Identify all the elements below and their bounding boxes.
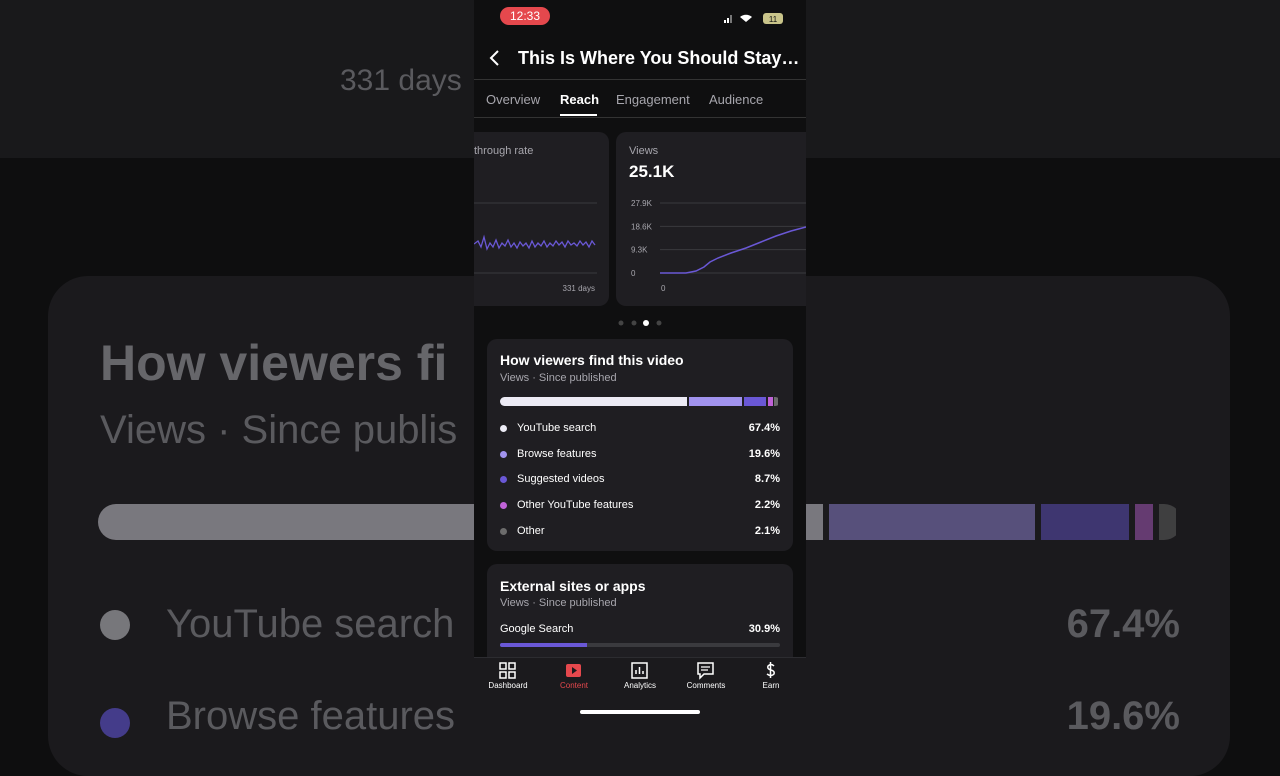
card-title: Views <box>629 145 659 157</box>
bar-segment <box>743 397 767 406</box>
external-name: Google Search <box>500 623 574 635</box>
icon <box>499 662 516 679</box>
tab-indicator <box>560 114 597 116</box>
bg-dot <box>100 610 130 640</box>
y-tick-label: 9.3K <box>631 246 648 255</box>
bg-bar-segment <box>1159 504 1176 540</box>
icon <box>766 662 775 678</box>
bg-bar-segment <box>828 504 1036 540</box>
card-title: How viewers find this video <box>500 352 684 368</box>
bg-item: Browse features <box>166 694 456 738</box>
source-value: 19.6% <box>748 447 780 460</box>
nav-icon[interactable] <box>761 661 781 681</box>
nav-icon[interactable] <box>564 661 584 681</box>
ctr-chart: 331 days <box>474 202 597 293</box>
nav-label[interactable]: Content <box>559 681 589 690</box>
nav-label[interactable]: Analytics <box>623 681 656 690</box>
source-name: Suggested videos <box>517 473 605 486</box>
legend-dot <box>500 527 507 535</box>
card-subtitle: Views · Since published <box>500 597 617 609</box>
nav-icon[interactable] <box>498 661 518 681</box>
bar-segment <box>688 397 743 406</box>
ctr-card: through rate 331 days <box>474 132 609 306</box>
legend-dot <box>500 425 507 432</box>
source-value: 2.1% <box>754 524 780 537</box>
bg-bar-segment <box>1135 504 1154 540</box>
divider <box>474 117 806 118</box>
nav-label[interactable]: Earn <box>762 681 780 690</box>
external-track <box>500 643 780 647</box>
battery: 11 <box>769 15 778 24</box>
card-title: through rate <box>474 145 534 157</box>
nav-label[interactable]: Dashboard <box>488 681 528 690</box>
nav-icon[interactable] <box>696 661 716 681</box>
nav-icon[interactable] <box>630 661 650 681</box>
traffic-card: How viewers find this video Views · Sinc… <box>487 339 793 551</box>
source-name: Other <box>517 524 545 537</box>
tab[interactable]: Audience <box>709 92 764 107</box>
external-bar <box>500 643 587 647</box>
source-value: 8.7% <box>754 473 780 486</box>
y-tick-label: 0 <box>631 269 636 278</box>
bg-dot <box>100 708 130 738</box>
card-subtitle: Views · Since published <box>500 372 617 384</box>
legend-dot <box>500 476 507 484</box>
nav-label[interactable]: Comments <box>686 681 726 690</box>
x-label: 331 days <box>563 284 595 293</box>
icon <box>631 662 648 679</box>
bg-days: 331 days <box>340 64 462 97</box>
page-dots <box>618 320 662 326</box>
source-name: Other YouTube features <box>517 499 634 512</box>
bg-item-value: 19.6% <box>1066 694 1180 738</box>
bar-segment <box>774 397 779 406</box>
tab[interactable]: Reach <box>560 92 600 107</box>
bg-subtitle: Views · Since publis <box>100 408 458 452</box>
bar-segment <box>767 397 773 406</box>
card-value: 25.1K <box>629 162 675 181</box>
external-value: 30.9% <box>748 623 780 635</box>
bg-bar-segment <box>1041 504 1130 540</box>
traffic-bar <box>500 397 780 406</box>
bar-segment <box>500 397 688 406</box>
status-time: 12:33 <box>500 7 550 25</box>
phone: 12:33 11 This Is Where You Should Stay… … <box>474 0 806 720</box>
source-name: YouTube search <box>517 422 597 434</box>
video-title: This Is Where You Should Stay… <box>518 48 800 68</box>
bg-item-value: 67.4% <box>1066 602 1180 646</box>
legend-dot <box>500 450 507 458</box>
icon <box>566 664 581 677</box>
back-button[interactable] <box>488 49 502 67</box>
x-label: 0 <box>661 284 666 293</box>
source-name: Browse features <box>517 447 597 460</box>
bg-item: YouTube search <box>166 602 455 646</box>
bg-title: How viewers fi <box>100 335 448 391</box>
icon <box>697 662 714 680</box>
tab[interactable]: Engagement <box>616 92 690 107</box>
status-icons: 11 <box>724 13 783 24</box>
y-tick-label: 27.9K <box>631 199 653 208</box>
legend-dot <box>500 502 507 510</box>
views-card: Views 25.1K 0 27.9K 18.6K 9.3K 0 <box>616 132 806 306</box>
home-indicator <box>580 710 700 714</box>
divider <box>474 79 806 80</box>
source-value: 67.4% <box>748 422 780 434</box>
source-value: 2.2% <box>754 499 780 512</box>
tab[interactable]: Overview <box>486 92 541 107</box>
card-title: External sites or apps <box>500 578 646 594</box>
views-chart: 0 27.9K 18.6K 9.3K 0 <box>631 199 806 293</box>
y-tick-label: 18.6K <box>631 222 653 231</box>
